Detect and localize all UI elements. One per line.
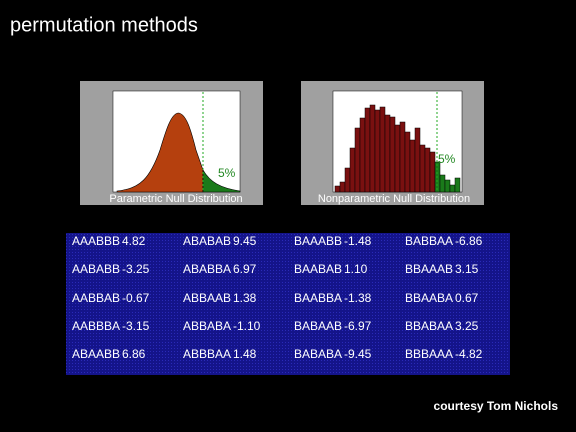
annotation: 5% xyxy=(438,152,456,166)
tail-area xyxy=(202,168,241,193)
permutation-label: BABAAB xyxy=(294,319,342,333)
table-background xyxy=(66,233,510,375)
statistic-value: 6.97 xyxy=(233,262,257,276)
histogram-bar xyxy=(379,106,386,193)
histogram-bar xyxy=(354,127,361,193)
statistic-value: 4.82 xyxy=(122,234,146,248)
permutation-label: ABABBA xyxy=(183,262,231,276)
statistic-value: 0.67 xyxy=(455,291,479,305)
figure-caption: Parametric Null Distribution xyxy=(109,193,242,205)
permutation-label: BABBAA xyxy=(405,234,453,248)
permutation-label: BAABAB xyxy=(294,262,342,276)
permutation-label: BBAABA xyxy=(405,291,453,305)
permutation-label: ABABAB xyxy=(183,234,231,248)
statistic-value: 3.15 xyxy=(455,262,479,276)
histogram-bar xyxy=(339,181,346,193)
statistic-value: 1.10 xyxy=(344,262,368,276)
histogram-bar xyxy=(449,184,456,193)
parametric-figure: 5% Parametric Null Distribution xyxy=(80,81,263,205)
permutation-label: AABBBA xyxy=(72,319,120,333)
figure-caption: Nonparametric Null Distribution xyxy=(318,193,470,205)
histogram-bar xyxy=(414,127,421,193)
histogram-bar xyxy=(334,185,341,193)
statistic-value: -6.86 xyxy=(455,234,483,248)
histogram-bar xyxy=(399,121,406,193)
permutation-label: AABABB xyxy=(72,262,120,276)
permutation-label: ABAABB xyxy=(72,347,120,361)
annotation: 5% xyxy=(218,166,236,180)
histogram-bar xyxy=(359,117,366,193)
statistic-value: 1.48 xyxy=(233,347,257,361)
permutation-label: BBABAA xyxy=(405,319,453,333)
histogram-bar xyxy=(389,116,396,193)
density-curve xyxy=(116,112,204,193)
statistic-value: -1.48 xyxy=(344,234,372,248)
permutation-label: AAABBB xyxy=(72,234,120,248)
permutation-label: ABBAAB xyxy=(183,291,231,305)
statistic-value: 9.45 xyxy=(233,234,257,248)
permutation-label: ABBABA xyxy=(183,319,231,333)
statistic-value: 6.86 xyxy=(122,347,146,361)
statistic-value: -1.38 xyxy=(344,291,372,305)
statistic-value: -4.82 xyxy=(455,347,483,361)
histogram-bar xyxy=(409,139,416,193)
permutation-table: AAABBB 4.82 ABABAB 9.45 BAAABB -1.48 BABBAA -6.… xyxy=(72,234,483,361)
histogram-bar xyxy=(429,151,436,193)
permutation-label: BAAABB xyxy=(294,234,342,248)
permutation-label: BBAAAB xyxy=(405,262,453,276)
histogram-bar xyxy=(384,114,391,193)
histogram-bar xyxy=(444,179,451,193)
nonparametric-figure xyxy=(301,81,484,205)
statistic-value: 3.25 xyxy=(455,319,479,333)
permutation-label: AABBAB xyxy=(72,291,120,305)
permutation-label: BABABA xyxy=(294,347,342,361)
statistic-value: -0.67 xyxy=(122,291,150,305)
histogram-bar xyxy=(374,109,381,193)
permutation-label: BBBAAA xyxy=(405,347,453,361)
histogram-bar xyxy=(369,104,376,193)
statistic-value: -9.45 xyxy=(344,347,372,361)
histogram-bar xyxy=(394,124,401,193)
statistic-value: -6.97 xyxy=(344,319,372,333)
histogram-bar xyxy=(349,147,356,193)
histogram-bar xyxy=(364,107,371,193)
statistic-value: -1.10 xyxy=(233,319,261,333)
statistic-value: -3.25 xyxy=(122,262,150,276)
histogram-bar xyxy=(439,174,446,193)
histogram-bar xyxy=(404,131,411,193)
histogram-bar xyxy=(344,167,351,193)
credit: courtesy Tom Nichols xyxy=(434,399,559,413)
statistic-value: -3.15 xyxy=(122,319,150,333)
histogram-bar xyxy=(419,144,426,193)
permutation-label: BAABBA xyxy=(294,291,342,305)
statistic-value: 1.38 xyxy=(233,291,257,305)
histogram-bar xyxy=(424,147,431,193)
histogram-bar xyxy=(454,177,461,193)
slide-title: permutation methods xyxy=(10,14,198,36)
permutation-label: ABBBAA xyxy=(183,347,231,361)
